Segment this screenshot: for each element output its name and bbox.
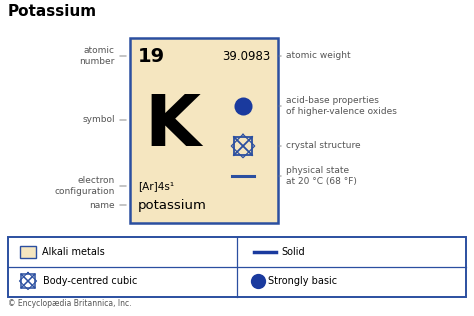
Text: physical state
at 20 °C (68 °F): physical state at 20 °C (68 °F) [286, 166, 357, 186]
Text: Alkali metals: Alkali metals [42, 247, 105, 257]
Text: atomic
number: atomic number [80, 46, 115, 66]
Text: Solid: Solid [281, 247, 305, 257]
Text: electron
configuration: electron configuration [55, 176, 115, 196]
Bar [8, 237, 466, 297]
Text: K: K [144, 92, 200, 161]
Text: 19: 19 [138, 46, 165, 65]
Bar [20, 246, 36, 258]
Text: potassium: potassium [138, 198, 207, 211]
Text: 39.0983: 39.0983 [222, 50, 270, 63]
Text: name: name [90, 200, 115, 210]
Bar [130, 38, 278, 223]
Text: Body-centred cubic: Body-centred cubic [43, 276, 137, 286]
Bar [234, 137, 252, 155]
Text: Potassium: Potassium [8, 4, 97, 20]
Text: Strongly basic: Strongly basic [268, 276, 337, 286]
Text: acid-base properties
of higher-valence oxides: acid-base properties of higher-valence o… [286, 96, 397, 116]
Text: crystal structure: crystal structure [286, 142, 361, 150]
Text: symbol: symbol [82, 116, 115, 125]
Text: © Encyclopædia Britannica, Inc.: © Encyclopædia Britannica, Inc. [8, 299, 131, 308]
Text: [Ar]4s¹: [Ar]4s¹ [138, 181, 174, 191]
Text: atomic weight: atomic weight [286, 52, 351, 60]
Bar [21, 274, 35, 288]
